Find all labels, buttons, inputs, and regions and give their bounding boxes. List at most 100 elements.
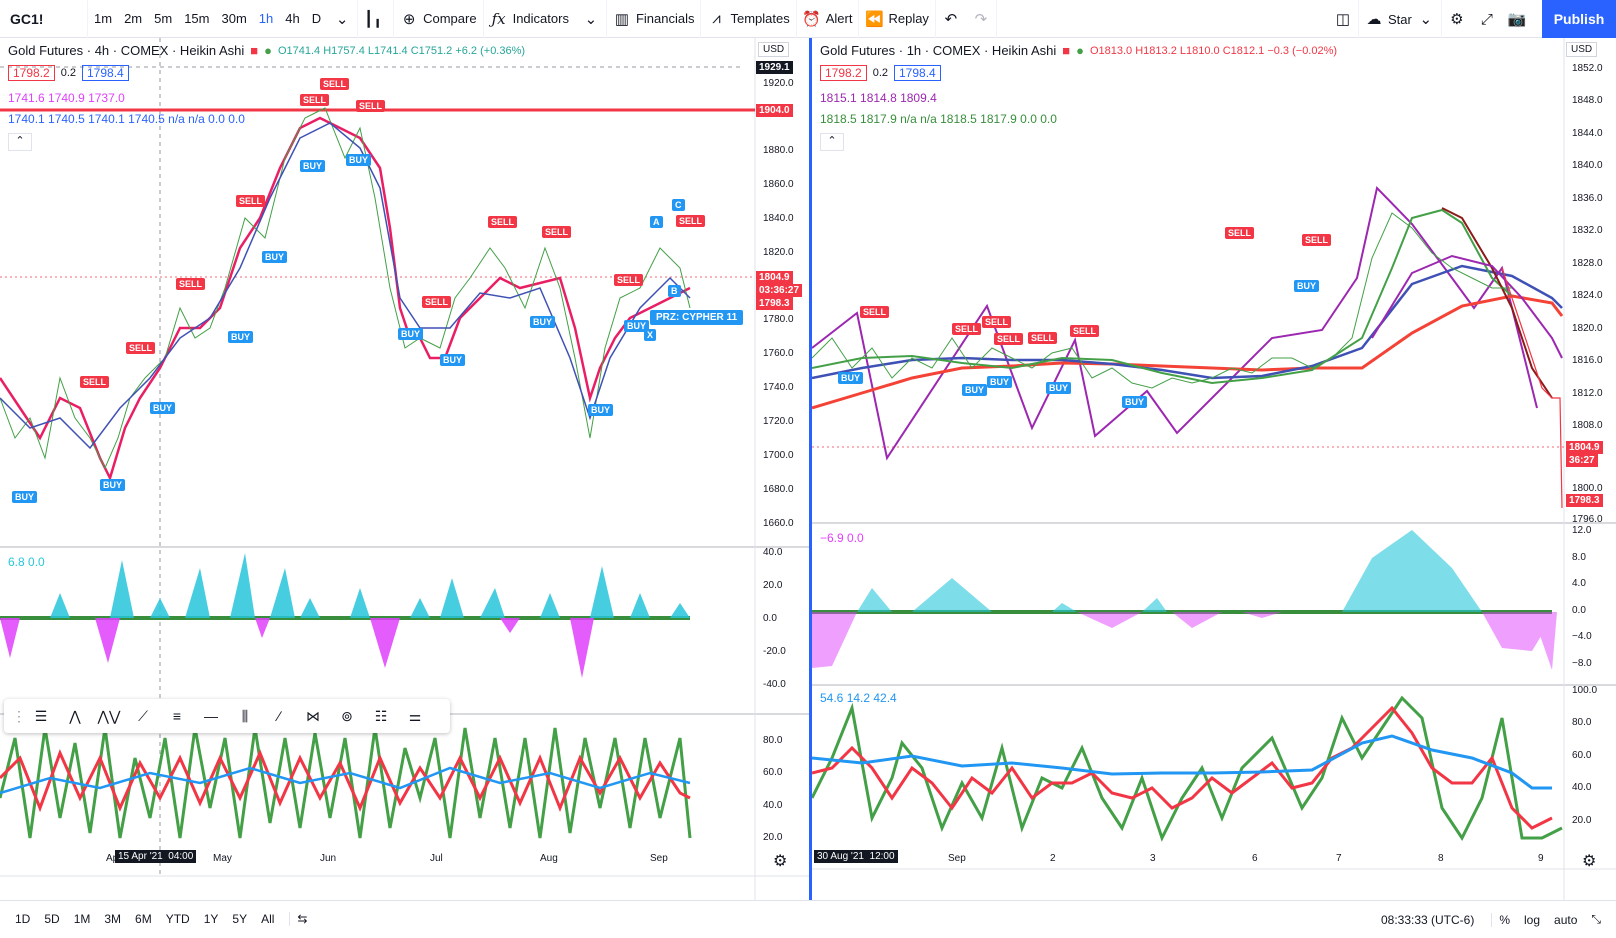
flag-icon: ■ — [250, 43, 259, 58]
layout-button[interactable]: ◫ — [1328, 0, 1358, 38]
drag-handle-icon[interactable]: ⋮ — [12, 707, 26, 724]
gear-icon[interactable]: ⚙ — [1582, 853, 1597, 870]
chart-type-button[interactable]: ┃╻ — [358, 0, 395, 38]
templates-button[interactable]: ⩘ Templates — [701, 0, 797, 38]
right-chart-canvas[interactable] — [812, 38, 1616, 900]
snapshot-button[interactable]: 📷 — [1502, 0, 1532, 38]
range-3m[interactable]: 3M — [104, 912, 122, 926]
stoch-green — [812, 695, 1563, 842]
settings-lines-icon[interactable]: ⚌ — [408, 707, 422, 724]
time-axis-label: 3 — [1150, 853, 1156, 864]
right-currency-button[interactable]: USD — [1566, 42, 1598, 57]
histogram-positive — [857, 530, 1482, 612]
left-currency-button[interactable]: USD — [758, 42, 790, 57]
interval-d[interactable]: D — [306, 0, 327, 38]
compare-button[interactable]: ⊕ Compare — [394, 0, 484, 38]
go-to-date-icon[interactable]: ⇆ — [289, 912, 314, 926]
prz-label[interactable]: PRZ: CYPHER 11 — [650, 310, 744, 325]
horizontal-line-icon[interactable]: — — [204, 708, 218, 724]
osc-axis-label: 8.0 — [1572, 552, 1586, 563]
flag-icon: ■ — [1062, 43, 1071, 58]
range-1m[interactable]: 1M — [73, 912, 91, 926]
indicators-button[interactable]: ƒx Indicators ⌄ — [484, 0, 607, 38]
publish-button[interactable]: Publish — [1542, 0, 1616, 38]
interval-5m[interactable]: 5m — [148, 0, 178, 38]
log-toggle[interactable]: log — [1524, 912, 1541, 927]
right-chart-title[interactable]: Gold Futures · 1h · COMEX · Heikin Ashi … — [820, 43, 1337, 58]
abc-pattern-icon[interactable]: ⋀⋁ — [97, 707, 121, 724]
range-5d[interactable]: 5D — [44, 912, 60, 926]
interval-30m[interactable]: 30m — [215, 0, 252, 38]
buy-signal: BUY — [530, 316, 556, 328]
sell-signal: SELL — [542, 226, 572, 238]
interval-15m[interactable]: 15m — [178, 0, 215, 38]
spiral-icon[interactable]: ⊚ — [341, 707, 353, 724]
price-axis-label: 1800.0 — [1572, 483, 1603, 494]
interval-2m[interactable]: 2m — [118, 0, 148, 38]
undo-button[interactable]: ↶ — [936, 0, 966, 38]
range-5y[interactable]: 5Y — [232, 912, 248, 926]
right-bid-ask[interactable]: 1798.2 0.2 1798.4 — [820, 65, 941, 81]
gear-icon[interactable]: ⚙ — [773, 853, 788, 870]
buy-signal: BUY — [1122, 396, 1148, 408]
replay-button[interactable]: ⏪ Replay — [859, 0, 936, 38]
left-chart-pane[interactable]: Gold Futures · 4h · COMEX · Heikin Ashi … — [0, 38, 809, 900]
osc-axis-label: 4.0 — [1572, 578, 1586, 589]
price-drop-trace — [1501, 267, 1563, 509]
ray-icon[interactable]: ∕ — [277, 708, 281, 724]
trend-line-icon[interactable]: ⟋ — [138, 707, 148, 724]
elliott-wave-icon[interactable]: ⋀ — [69, 707, 81, 724]
buy-signal: BUY — [300, 160, 326, 172]
stoch-red — [0, 748, 691, 813]
interval-1h[interactable]: 1h — [253, 0, 279, 38]
bid-box[interactable]: 1798.2 — [8, 65, 55, 81]
fib-channel-icon[interactable]: ☷ — [374, 707, 388, 724]
price-axis-label: 1824.0 — [1572, 290, 1603, 301]
range-1y[interactable]: 1Y — [203, 912, 219, 926]
range-1d[interactable]: 1D — [15, 912, 31, 926]
range-ytd[interactable]: YTD — [165, 912, 190, 926]
alert-button[interactable]: ⏰ Alert — [797, 0, 860, 38]
symbol-search[interactable]: GC1! — [0, 0, 88, 38]
chart-split-divider[interactable] — [809, 38, 812, 900]
percent-toggle[interactable]: % — [1491, 912, 1517, 927]
fib-retracement-icon[interactable]: ≡ — [172, 708, 182, 724]
financials-button[interactable]: ▥ Financials — [607, 0, 702, 38]
candles-tool-icon[interactable]: ⫼ — [241, 707, 249, 724]
left-chart-title[interactable]: Gold Futures · 4h · COMEX · Heikin Ashi … — [8, 43, 525, 58]
left-bid-ask[interactable]: 1798.2 0.2 1798.4 — [8, 65, 129, 81]
cloud-icon: ☁ — [1366, 11, 1382, 28]
scroll-to-recent-icon[interactable]: ⤡ — [1591, 912, 1601, 926]
auto-toggle[interactable]: auto — [1554, 912, 1578, 927]
price-ma-red — [812, 294, 1564, 410]
interval-label: D — [311, 11, 322, 26]
osc-axis-label: 12.0 — [1572, 525, 1592, 536]
range-6m[interactable]: 6M — [135, 912, 152, 926]
pitchfork-icon[interactable]: ☰ — [34, 707, 48, 724]
interval-dropdown[interactable]: ⌄ — [327, 0, 359, 38]
alert-label: Alert — [825, 11, 853, 26]
currency-label: USD — [1571, 44, 1593, 55]
left-chart-canvas[interactable] — [0, 38, 809, 900]
settings-button[interactable]: ⚙ — [1442, 0, 1472, 38]
collapse-legend-button[interactable]: ⌃ — [8, 133, 32, 151]
pattern-tool-icon[interactable]: ⋈ — [306, 707, 320, 724]
sell-signal: SELL — [488, 216, 518, 228]
star-button[interactable]: ☁ Star ⌄ — [1358, 0, 1442, 38]
bid-box[interactable]: 1798.2 — [820, 65, 867, 81]
collapse-legend-button[interactable]: ⌃ — [820, 133, 844, 151]
ask-box[interactable]: 1798.4 — [82, 65, 129, 81]
layout-split-icon: ◫ — [1335, 11, 1351, 28]
interval-4h[interactable]: 4h — [279, 0, 305, 38]
interval-1m[interactable]: 1m — [88, 0, 118, 38]
star-label: Star — [1388, 11, 1412, 27]
right-chart-pane[interactable]: Gold Futures · 1h · COMEX · Heikin Ashi … — [812, 38, 1616, 900]
histogram-positive — [50, 553, 690, 618]
clock-label[interactable]: 08:33:33 (UTC-6) — [1380, 912, 1475, 927]
redo-button[interactable]: ↷ — [966, 0, 997, 38]
sell-signal: SELL — [1070, 325, 1100, 337]
price-ma-purple — [1371, 254, 1563, 359]
fullscreen-button[interactable]: ⤢ — [1472, 0, 1502, 38]
range-all[interactable]: All — [261, 912, 275, 926]
ask-box[interactable]: 1798.4 — [894, 65, 941, 81]
